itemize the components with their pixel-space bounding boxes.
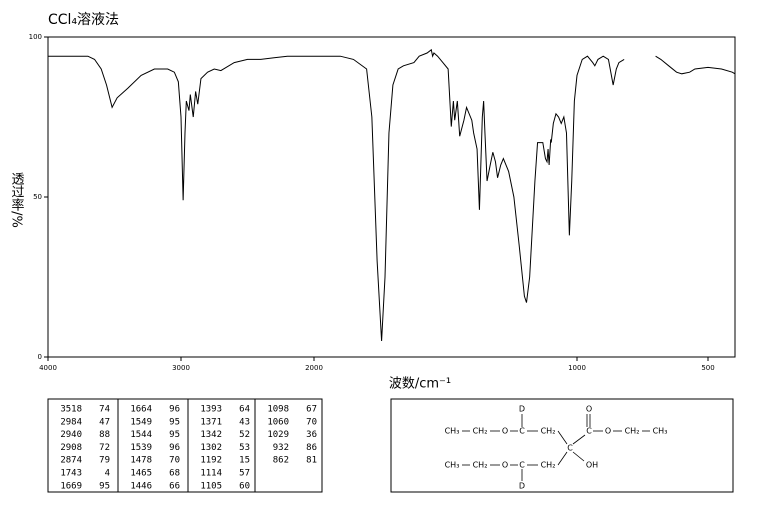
atom-label: CH₃	[445, 427, 460, 436]
spectrum-line	[48, 48, 736, 342]
x-tick-label: 500	[701, 364, 714, 372]
x-tick-label: 4000	[39, 364, 57, 372]
peak-transmittance: 70	[306, 417, 317, 427]
peak-transmittance: 15	[239, 456, 250, 466]
atom-label: D	[519, 405, 525, 414]
peak-transmittance: 52	[239, 430, 250, 440]
atom-label: CH₃	[445, 461, 460, 470]
peak-transmittance: 57	[239, 469, 250, 479]
peak-transmittance: 64	[239, 405, 250, 415]
bonds	[462, 414, 650, 481]
peak-wavenumber: 1105	[200, 481, 222, 491]
peak-transmittance: 36	[306, 430, 317, 440]
atom-label: C	[519, 461, 525, 470]
atom-label: O	[502, 461, 508, 470]
peak-wavenumber: 932	[273, 443, 289, 453]
x-tick-label: 3000	[172, 364, 190, 372]
table-frame	[47, 398, 323, 493]
peak-wavenumber: 2984	[60, 417, 82, 427]
peak-wavenumber: 1446	[130, 481, 152, 491]
atom-label: CH₂	[541, 427, 556, 436]
peak-wavenumber: 1478	[130, 456, 152, 466]
atom-label: CH₂	[473, 461, 488, 470]
peak-transmittance: 72	[99, 443, 110, 453]
peak-wavenumber: 2908	[60, 443, 82, 453]
atom-label: C	[567, 444, 573, 453]
peak-wavenumber: 1302	[200, 443, 222, 453]
atom-label: CH₃	[653, 427, 668, 436]
x-axis-label: 波数/cm⁻¹	[389, 377, 451, 392]
y-axis-label: 透过率/%	[9, 172, 25, 228]
peak-wavenumber: 1544	[130, 430, 152, 440]
peak-wavenumber: 862	[273, 456, 289, 466]
peak-wavenumber: 1192	[200, 456, 222, 466]
atom-label: CH₂	[473, 427, 488, 436]
peak-transmittance: 74	[99, 405, 110, 415]
chart-title: CCl₄溶液法	[48, 12, 119, 28]
atom-label: CH₂	[541, 461, 556, 470]
peak-transmittance: 95	[169, 417, 180, 427]
peak-wavenumber: 1114	[200, 469, 222, 479]
peak-wavenumber: 1060	[267, 417, 289, 427]
x-tick-label: 2000	[305, 364, 323, 372]
peak-transmittance: 96	[169, 443, 180, 453]
peak-transmittance: 86	[306, 443, 317, 453]
peak-wavenumber: 2874	[60, 456, 82, 466]
peak-transmittance: 60	[239, 481, 250, 491]
y-tick-label: 0	[38, 353, 42, 361]
atom-label: CH₂	[625, 427, 640, 436]
peak-transmittance: 47	[99, 417, 110, 427]
plot-frame	[47, 36, 736, 358]
atom-label: O	[502, 427, 508, 436]
peak-wavenumber: 1342	[200, 430, 222, 440]
peak-transmittance: 79	[99, 456, 110, 466]
peak-transmittance: 81	[306, 456, 317, 466]
peak-wavenumber: 2940	[60, 430, 82, 440]
peak-transmittance: 96	[169, 405, 180, 415]
peak-transmittance: 68	[169, 469, 180, 479]
atom-label: D	[519, 482, 525, 491]
structure-frame	[390, 398, 734, 493]
peak-transmittance: 53	[239, 443, 250, 453]
peak-wavenumber: 3518	[60, 405, 82, 415]
peak-wavenumber: 1669	[60, 481, 82, 491]
atom-label: O	[586, 405, 592, 414]
peak-wavenumber: 1393	[200, 405, 222, 415]
peak-wavenumber: 1371	[200, 417, 222, 427]
peak-transmittance: 70	[169, 456, 180, 466]
peak-wavenumber: 1465	[130, 469, 152, 479]
peak-wavenumber: 1549	[130, 417, 152, 427]
y-tick-label: 100	[29, 33, 42, 41]
peak-transmittance: 4	[105, 469, 110, 479]
peak-wavenumber: 1539	[130, 443, 152, 453]
peak-transmittance: 66	[169, 481, 180, 491]
y-tick-label: 50	[33, 193, 42, 201]
atom-label: OH	[586, 461, 598, 470]
peak-transmittance: 43	[239, 417, 250, 427]
peak-wavenumber: 1743	[60, 469, 82, 479]
x-tick-label: 1000	[568, 364, 586, 372]
peak-wavenumber: 1029	[267, 430, 289, 440]
atom-label: C	[519, 427, 525, 436]
peak-wavenumber: 1098	[267, 405, 289, 415]
peak-transmittance: 67	[306, 405, 317, 415]
peak-transmittance: 95	[99, 481, 110, 491]
atom-label: O	[605, 427, 611, 436]
atom-label: C	[586, 427, 592, 436]
peak-transmittance: 88	[99, 430, 110, 440]
peak-wavenumber: 1664	[130, 405, 152, 415]
peak-transmittance: 95	[169, 430, 180, 440]
